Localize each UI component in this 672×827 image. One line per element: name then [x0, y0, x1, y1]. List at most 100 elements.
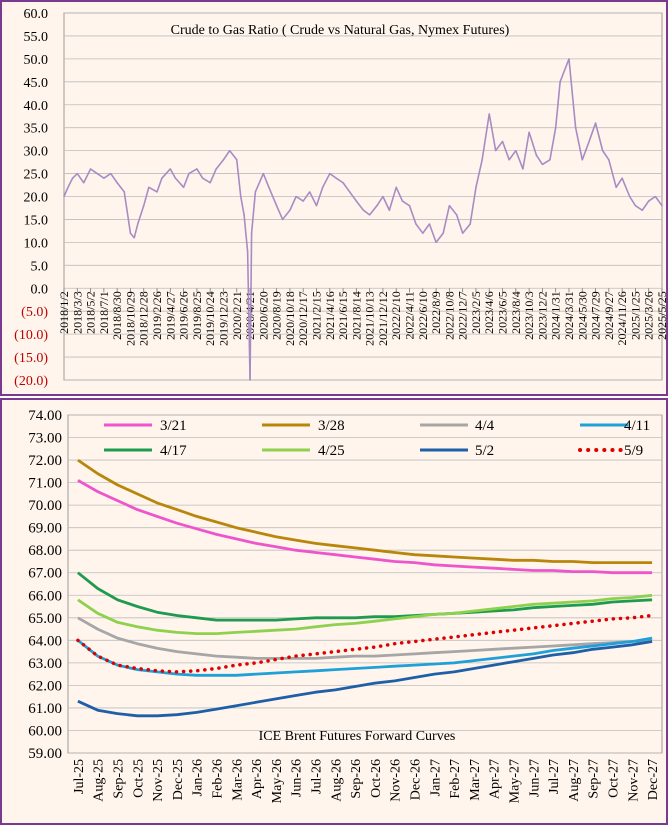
- ratio-data-point: [249, 379, 251, 381]
- ratio-data-point: [554, 126, 557, 129]
- ratio-line-segment: [362, 209, 371, 216]
- ratio-line-segment: [243, 214, 249, 252]
- ratio-line-segment: [621, 177, 631, 197]
- brent-chart-title: ICE Brent Futures Forward Curves: [259, 729, 456, 744]
- brent-y-tick-label: 68.00: [28, 543, 62, 559]
- ratio-y-tick-label: 40.0: [24, 99, 49, 114]
- ratio-line-segment: [554, 81, 561, 128]
- ratio-line-segment: [654, 196, 663, 207]
- ratio-line-segment: [63, 187, 69, 197]
- ratio-line-segment: [608, 159, 617, 188]
- brent-y-tick-label: 66.00: [28, 588, 62, 604]
- ratio-line-segment: [448, 205, 458, 216]
- ratio-x-tick-label: 2021/12/12: [376, 291, 390, 346]
- ratio-line-segment: [508, 150, 517, 161]
- ratio-x-tick-label: 2023/4/6: [482, 291, 496, 334]
- ratio-x-tick-label: 2019/10/24: [203, 291, 217, 346]
- ratio-data-point: [148, 186, 150, 189]
- ratio-x-tick-label: 2018/3/3: [70, 291, 84, 334]
- ratio-line-segment: [116, 182, 125, 193]
- ratio-x-tick-label: 2020/8/19: [270, 291, 284, 340]
- ratio-line-segment: [415, 223, 424, 234]
- ratio-data-point: [142, 204, 145, 207]
- ratio-line-segment: [408, 205, 417, 225]
- ratio-line-segment: [515, 150, 524, 170]
- ratio-data-point: [535, 154, 538, 157]
- ratio-y-tick-label: 5.0: [31, 259, 49, 274]
- ratio-data-point: [422, 232, 424, 234]
- ratio-chart-panel: 60.0 55.0 50.0 45.0 40.0 35.0 30.0 25.0 20.0 15.0…: [0, 0, 669, 396]
- ratio-data-point: [315, 204, 318, 207]
- brent-series-line-3-28: [77, 458, 653, 565]
- ratio-x-tick-label: 2024/7/29: [589, 291, 603, 340]
- ratio-line-segment: [123, 191, 132, 234]
- brent-y-tick-label: 59.00: [28, 746, 62, 762]
- ratio-data-point: [647, 200, 650, 202]
- ratio-data-point: [461, 232, 464, 234]
- brent-x-tick-label: Jul-25: [72, 759, 87, 794]
- ratio-x-tick-label: 2021/10/13: [363, 291, 377, 346]
- ratio-line-segment: [103, 172, 112, 179]
- ratio-x-tick-label: 2022/10/8: [442, 291, 456, 340]
- ratio-data-point: [228, 149, 231, 152]
- ratio-data-point: [494, 149, 497, 152]
- brent-y-tick-label: 70.00: [28, 498, 62, 514]
- ratio-line-segment: [72, 172, 78, 179]
- brent-y-tick-label: 64.00: [28, 633, 62, 649]
- ratio-line-segment: [568, 58, 577, 128]
- ratio-x-tick-label: 2019/12/23: [216, 291, 230, 346]
- ratio-line-segment: [302, 191, 311, 202]
- ratio-data-point: [133, 236, 136, 239]
- ratio-line-segment: [641, 200, 650, 211]
- ratio-y-tick-label: 45.0: [24, 76, 49, 91]
- ratio-data-point: [262, 172, 265, 175]
- ratio-y-tick-label: 10.0: [24, 236, 49, 251]
- ratio-line-segment: [388, 187, 397, 211]
- ratio-data-point: [628, 195, 631, 198]
- ratio-x-tick-label: 2020/10/18: [283, 291, 297, 346]
- ratio-data-point: [182, 186, 185, 189]
- brent-x-tick-label: Feb-26: [211, 759, 226, 799]
- ratio-data-point: [246, 250, 249, 253]
- ratio-data-point: [475, 186, 477, 189]
- ratio-line-segment: [209, 168, 217, 184]
- ratio-line-segment: [329, 172, 337, 179]
- ratio-line-segment: [462, 223, 471, 234]
- ratio-line-segment: [335, 177, 344, 184]
- ratio-data-point: [335, 177, 338, 179]
- ratio-data-point: [156, 191, 158, 193]
- ratio-data-point: [281, 218, 284, 221]
- brent-x-tick-label: Jul-27: [547, 759, 562, 794]
- ratio-x-tick-label: 2022/8/9: [429, 291, 443, 334]
- ratio-x-tick-label: 2022/12/7: [456, 291, 470, 340]
- ratio-line-segment: [501, 141, 510, 161]
- ratio-data-point: [103, 177, 105, 179]
- brent-x-tick-label: Apr-27: [488, 759, 503, 799]
- ratio-line-segment: [156, 177, 163, 193]
- ratio-x-tick-label: 2025/1/25: [628, 291, 642, 340]
- ratio-line-segment: [401, 200, 410, 207]
- ratio-line-segment: [142, 187, 150, 206]
- ratio-line-segment: [76, 173, 85, 184]
- ratio-data-point: [174, 177, 177, 179]
- ratio-data-point: [239, 195, 242, 198]
- ratio-line-segment: [395, 186, 404, 202]
- ratio-line-segment: [289, 196, 297, 211]
- brent-y-tick-label: 61.00: [28, 701, 62, 717]
- brent-chart-panel: 74.00 73.00 72.00 71.00 70.00 69.00 68.00 67.00…: [0, 398, 668, 825]
- brent-x-tick-label: Mar-26: [230, 759, 245, 801]
- brent-x-tick-label: Oct-25: [131, 759, 146, 798]
- ratio-line-segment: [182, 173, 190, 188]
- ratio-line-segment: [488, 113, 497, 151]
- legend-label-5-9: 5/9: [624, 443, 643, 459]
- ratio-x-tick-label: 2023/6/5: [496, 291, 510, 334]
- ratio-y-tick-label: (10.0): [14, 328, 48, 343]
- brent-x-tick-label: Feb-27: [448, 759, 463, 799]
- ratio-line-segment: [469, 187, 477, 225]
- legend-label-4-25: 4/25: [318, 443, 345, 459]
- ratio-data-point: [388, 209, 391, 212]
- ratio-line-segment: [615, 177, 623, 188]
- brent-chart-svg: 74.00 73.00 72.00 71.00 70.00 69.00 68.00 67.00…: [28, 408, 663, 803]
- ratio-data-point: [136, 223, 139, 225]
- ratio-line-segment: [67, 177, 74, 188]
